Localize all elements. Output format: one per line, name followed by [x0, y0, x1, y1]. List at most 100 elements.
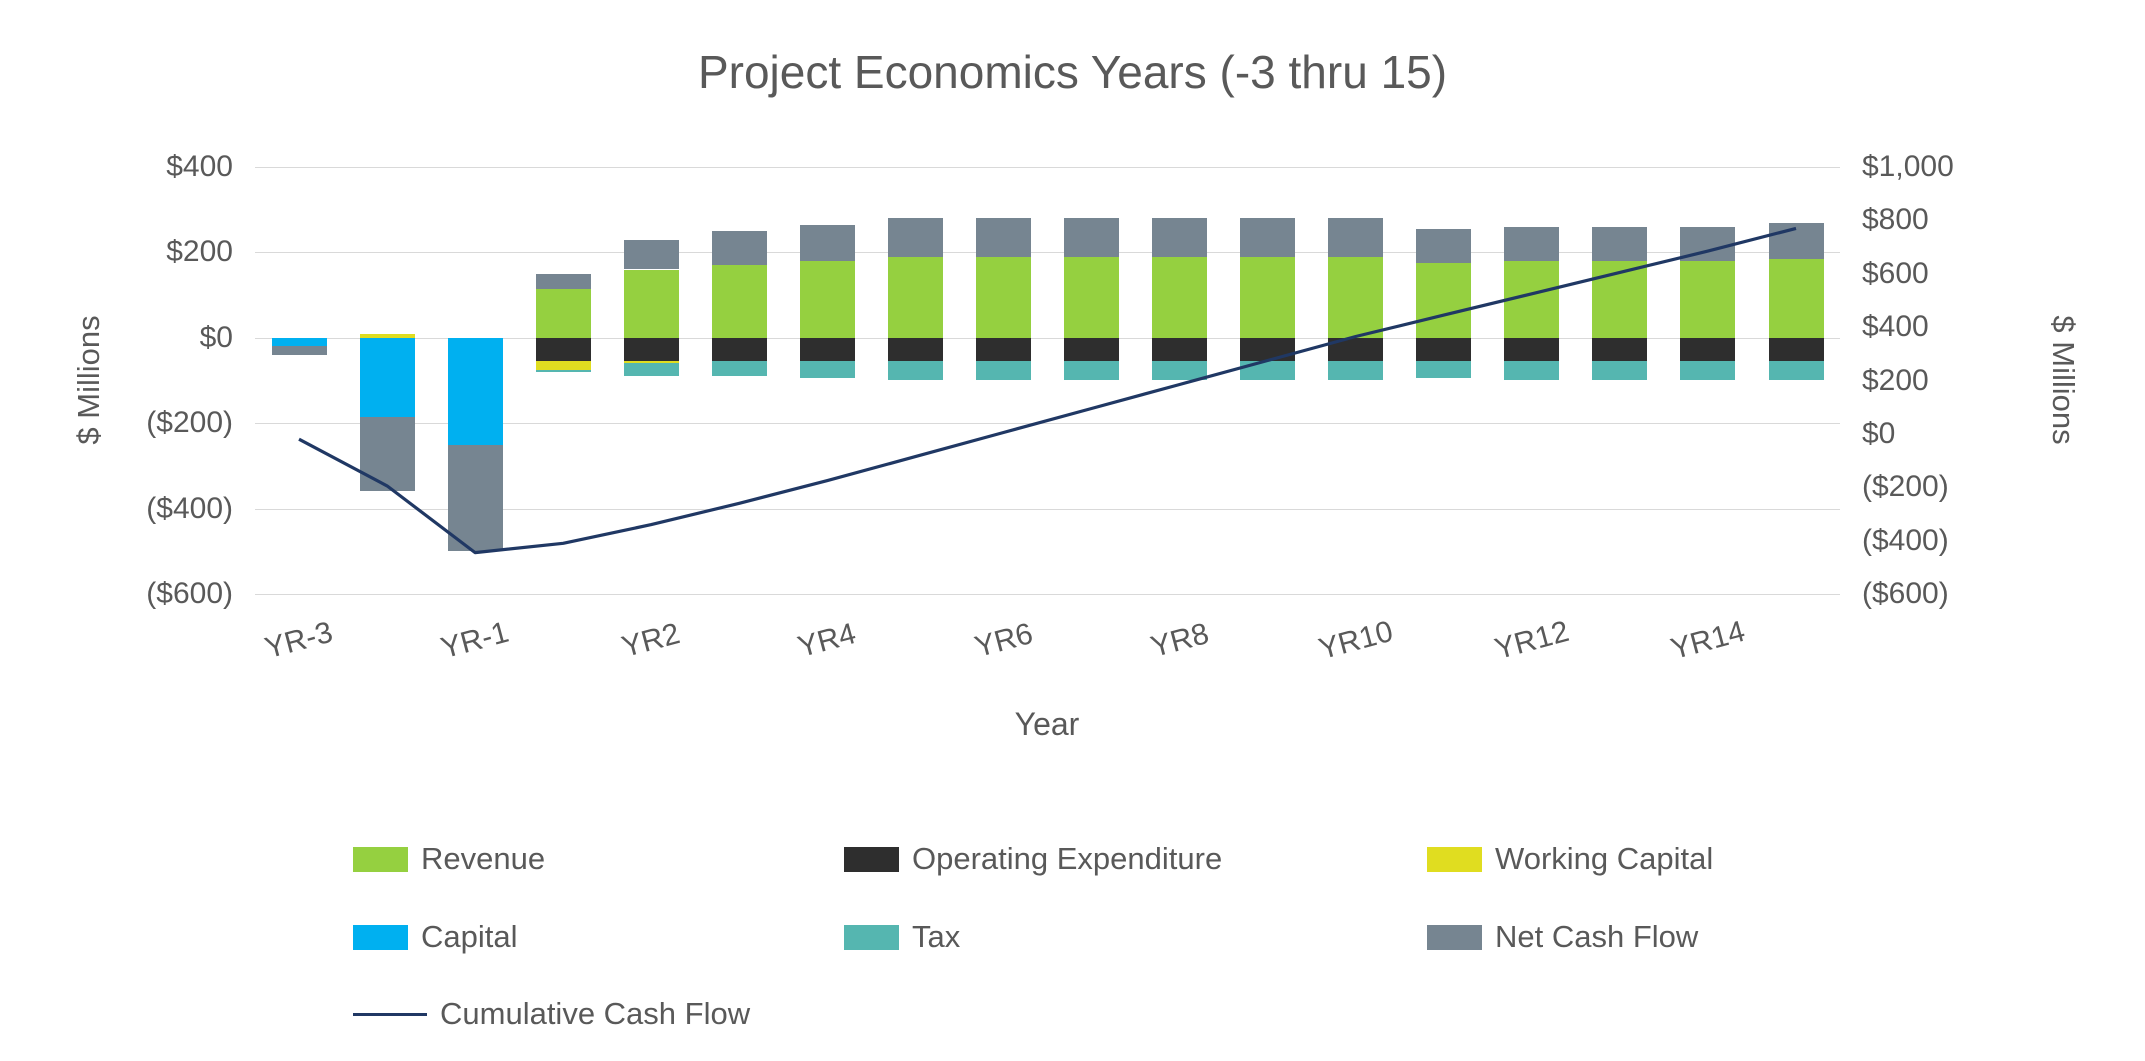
- bar-segment-operating-expenditure: [887, 337, 943, 362]
- cumulative-cash-flow-line: [298, 226, 1797, 555]
- bar-segment-net-cash-flow: [359, 416, 415, 492]
- bar-segment-net-cash-flow: [1064, 218, 1119, 257]
- bar-segment-net-cash-flow: [535, 273, 591, 289]
- x-axis-tick: YR2: [618, 617, 684, 665]
- bar-segment-operating-expenditure: [535, 337, 591, 362]
- bar-segment-net-cash-flow: [711, 231, 767, 266]
- left-axis-tick: ($400): [146, 491, 233, 525]
- bar-segment-capital: [271, 337, 327, 347]
- right-axis-tick: $800: [1862, 203, 1929, 237]
- legend-color-swatch: [353, 846, 408, 872]
- bar-segment-revenue: [1768, 258, 1824, 338]
- legend-label: Cumulative Cash Flow: [440, 996, 751, 1031]
- legend-item-revenue: Revenue: [353, 841, 545, 877]
- bar-segment-operating-expenditure: [976, 337, 1031, 362]
- legend-color-swatch: [1427, 846, 1482, 872]
- x-axis-tick: YR-3: [261, 615, 337, 666]
- bar-segment-capital: [359, 337, 415, 417]
- legend-item-tax: Tax: [844, 919, 960, 955]
- bar-segment-operating-expenditure: [1680, 337, 1736, 362]
- chart-title: Project Economics Years (-3 thru 15): [697, 46, 1448, 98]
- left-axis-tick: $400: [166, 150, 233, 183]
- bar-segment-revenue: [976, 256, 1031, 338]
- bar-segment-working-capital: [535, 361, 591, 370]
- bar-segment-revenue: [1416, 263, 1472, 338]
- bar-segment-operating-expenditure: [1152, 337, 1208, 362]
- bar-segment-tax: [1416, 361, 1472, 379]
- x-axis-tick: YR-1: [437, 615, 513, 666]
- bar-segment-net-cash-flow: [1680, 226, 1736, 261]
- bar-segment-net-cash-flow: [799, 224, 855, 261]
- legend-color-swatch: [844, 846, 899, 872]
- bar-segment-operating-expenditure: [799, 337, 855, 362]
- bar-segment-operating-expenditure: [1504, 337, 1560, 362]
- left-axis-tick: $200: [166, 235, 233, 269]
- gridline: [255, 167, 1840, 168]
- bar-segment-net-cash-flow: [1152, 218, 1208, 257]
- bar-segment-tax: [887, 361, 943, 381]
- legend-color-swatch: [1427, 924, 1482, 950]
- right-axis-tick: ($600): [1862, 577, 1949, 610]
- bar-segment-revenue: [1504, 260, 1560, 338]
- bar-segment-tax: [1328, 361, 1384, 381]
- bar-segment-revenue: [711, 265, 767, 338]
- x-axis-tick: YR4: [794, 617, 860, 665]
- bar-segment-revenue: [623, 269, 679, 338]
- legend-label: Capital: [421, 919, 518, 954]
- bar-segment-operating-expenditure: [1064, 337, 1119, 362]
- bar-segment-net-cash-flow: [1768, 222, 1824, 259]
- legend-label: Working Capital: [1495, 841, 1714, 876]
- bar-segment-operating-expenditure: [623, 337, 679, 362]
- bar-segment-revenue: [1328, 256, 1384, 338]
- legend-label: Tax: [912, 919, 961, 954]
- legend-item-capital: Capital: [353, 919, 518, 955]
- bar-segment-capital: [447, 337, 503, 445]
- legend-label: Operating Expenditure: [912, 841, 1223, 876]
- right-axis-title: $ Millions: [2046, 315, 2081, 445]
- bar-segment-operating-expenditure: [1416, 337, 1472, 362]
- bar-segment-net-cash-flow: [976, 218, 1031, 257]
- right-axis-tick: ($200): [1862, 470, 1949, 504]
- right-axis-tick: $0: [1862, 416, 1896, 450]
- bar-segment-net-cash-flow: [447, 444, 503, 552]
- bar-segment-tax: [1152, 361, 1208, 381]
- bar-segment-operating-expenditure: [711, 337, 767, 362]
- x-axis-tick: YR6: [970, 617, 1036, 665]
- legend-color-swatch: [844, 924, 899, 950]
- left-axis-tick: $0: [199, 320, 233, 354]
- gridline: [255, 594, 1840, 595]
- bar-segment-tax: [1680, 361, 1736, 381]
- bar-segment-operating-expenditure: [1768, 337, 1824, 362]
- bar-segment-operating-expenditure: [1240, 337, 1296, 362]
- right-axis-tick: $400: [1862, 310, 1929, 344]
- bar-segment-revenue: [1152, 256, 1208, 338]
- right-axis-tick: ($400): [1862, 523, 1949, 557]
- legend-item-cumulative-cash-flow: Cumulative Cash Flow: [353, 996, 750, 1032]
- bar-segment-tax: [535, 369, 591, 372]
- bar-segment-revenue: [1680, 260, 1736, 338]
- legend-color-swatch: [353, 924, 408, 950]
- bar-segment-tax: [711, 361, 767, 377]
- left-axis-tick: ($200): [146, 406, 233, 440]
- bar-segment-net-cash-flow: [1504, 226, 1560, 261]
- bar-segment-net-cash-flow: [887, 218, 943, 257]
- bar-segment-revenue: [1064, 256, 1119, 338]
- bar-segment-tax: [1768, 361, 1824, 381]
- legend-label: Revenue: [421, 841, 546, 876]
- bar-segment-revenue: [535, 288, 591, 338]
- bar-segment-tax: [1240, 361, 1296, 381]
- bar-segment-tax: [976, 361, 1031, 381]
- bar-segment-net-cash-flow: [1240, 218, 1296, 257]
- bar-segment-net-cash-flow: [271, 346, 327, 355]
- legend-item-operating-expenditure: Operating Expenditure: [844, 841, 1222, 877]
- bar-segment-net-cash-flow: [1328, 218, 1384, 257]
- right-axis-tick: $1,000: [1862, 150, 1954, 183]
- right-axis-tick: $600: [1862, 256, 1929, 290]
- bar-segment-operating-expenditure: [1592, 337, 1648, 362]
- right-axis-tick: $200: [1862, 363, 1929, 397]
- x-axis-tick: YR8: [1147, 617, 1212, 665]
- bar-segment-tax: [1504, 361, 1560, 381]
- left-axis-tick: ($600): [146, 577, 233, 610]
- bar-segment-operating-expenditure: [1328, 337, 1384, 362]
